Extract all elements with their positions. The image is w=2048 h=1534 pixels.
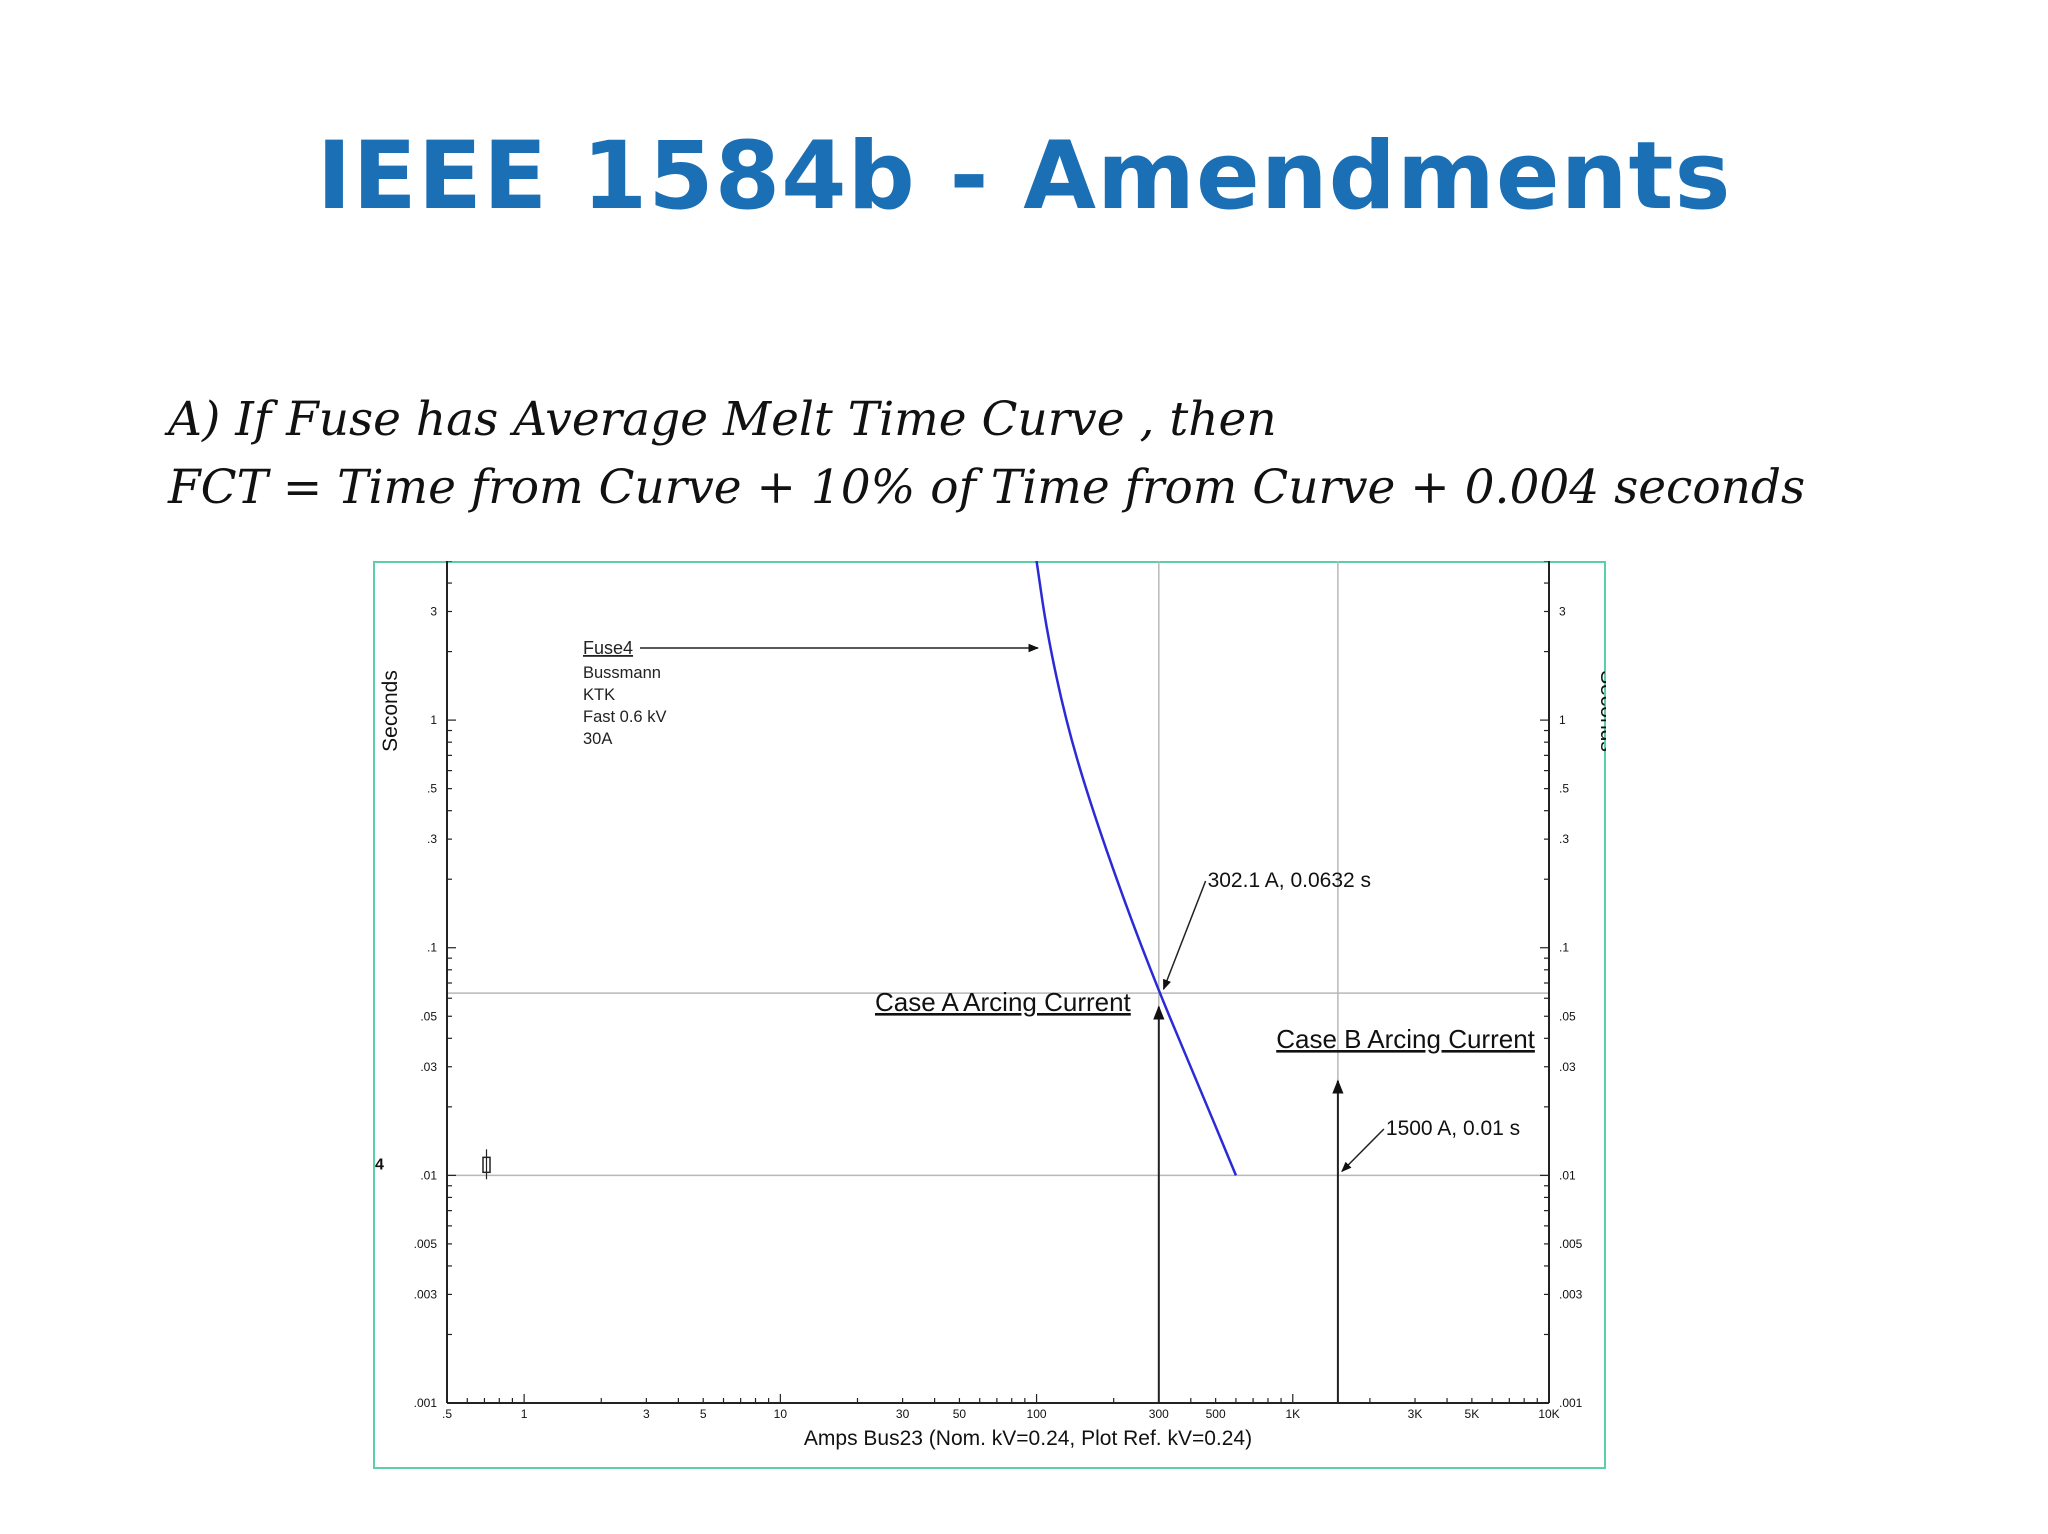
annotation-point-b-leader (1341, 1128, 1385, 1173)
formula-line-2: FCT = Time from Curve + 10% of Time from… (168, 460, 1806, 515)
y-tick-label-right: .005 (1559, 1237, 1583, 1251)
x-tick-label: 10 (774, 1407, 788, 1421)
annotation-point-a-leader (1162, 880, 1207, 991)
y-tick-label-right: .3 (1559, 832, 1569, 846)
chart-frame (373, 561, 1606, 1469)
label-case-a: Case A Arcing Current (875, 987, 1132, 1017)
slide-title: IEEE 1584b - Amendments (316, 122, 1732, 231)
device-label-name: Fuse4 (583, 638, 633, 658)
device-label-line: 30A (583, 730, 612, 748)
device-label-line: KTK (583, 686, 615, 704)
y-tick-label: 1 (430, 713, 437, 727)
x-tick-label: 3 (643, 1407, 650, 1421)
y-tick-label-right: .05 (1559, 1009, 1576, 1023)
x-tick-label: 1 (521, 1407, 528, 1421)
x-tick-label: 50 (953, 1407, 967, 1421)
y-tick-label-right: .5 (1559, 782, 1569, 796)
annotation-point-b: 1500 A, 0.01 s (1386, 1117, 1520, 1140)
x-tick-label: 5 (700, 1407, 707, 1421)
y-tick-label: .01 (420, 1168, 437, 1182)
y-tick-label: .03 (420, 1060, 437, 1074)
y-tick-label: .001 (414, 1396, 438, 1410)
y-axis-label-right: Seconds (1596, 670, 1606, 752)
y-tick-label-right: .1 (1559, 941, 1569, 955)
label-case-b: Case B Arcing Current (1276, 1024, 1535, 1054)
y-tick-label-right: .001 (1559, 1396, 1583, 1410)
x-tick-label: 100 (1027, 1407, 1047, 1421)
x-axis-label: Amps Bus23 (Nom. kV=0.24, Plot Ref. kV=0… (804, 1427, 1252, 1450)
x-tick-label: .5 (442, 1407, 452, 1421)
formula-line-1: A) If Fuse has Average Melt Time Curve ,… (168, 392, 1277, 447)
series-fuse4-curve (1035, 561, 1238, 1176)
x-tick-label: 3K (1408, 1407, 1423, 1421)
y-tick-label-right: .01 (1559, 1168, 1576, 1182)
y-tick-label: .003 (414, 1287, 438, 1301)
x-tick-label: 1K (1285, 1407, 1300, 1421)
marker-label: 4 (375, 1156, 384, 1173)
y-tick-label: .5 (427, 782, 437, 796)
device-label-line: Fast 0.6 kV (583, 708, 666, 726)
y-axis-label: Seconds (379, 670, 402, 752)
y-tick-label: .005 (414, 1237, 438, 1251)
x-tick-label: 5K (1465, 1407, 1480, 1421)
device-label-line: Bussmann (583, 664, 661, 682)
x-tick-label: 30 (896, 1407, 910, 1421)
y-tick-label-right: 1 (1559, 713, 1566, 727)
y-tick-label-right: 3 (1559, 604, 1566, 618)
tcc-chart: .5 1 3 5 10 30 50 100 300 500 1K 3K 5K 10K 3 3 1 1 .5 .5 .3.… (375, 561, 1606, 1450)
annotation-point-a: 302.1 A, 0.0632 s (1208, 869, 1371, 892)
y-tick-label: .1 (427, 941, 437, 955)
x-tick-label: 300 (1149, 1407, 1169, 1421)
y-tick-label-right: .003 (1559, 1287, 1583, 1301)
y-tick-label: 3 (430, 604, 437, 618)
x-tick-label: 10K (1538, 1407, 1559, 1421)
y-tick-label: .3 (427, 832, 437, 846)
x-tick-label: 500 (1206, 1407, 1226, 1421)
y-tick-label: .05 (420, 1009, 437, 1023)
y-tick-label-right: .03 (1559, 1060, 1576, 1074)
